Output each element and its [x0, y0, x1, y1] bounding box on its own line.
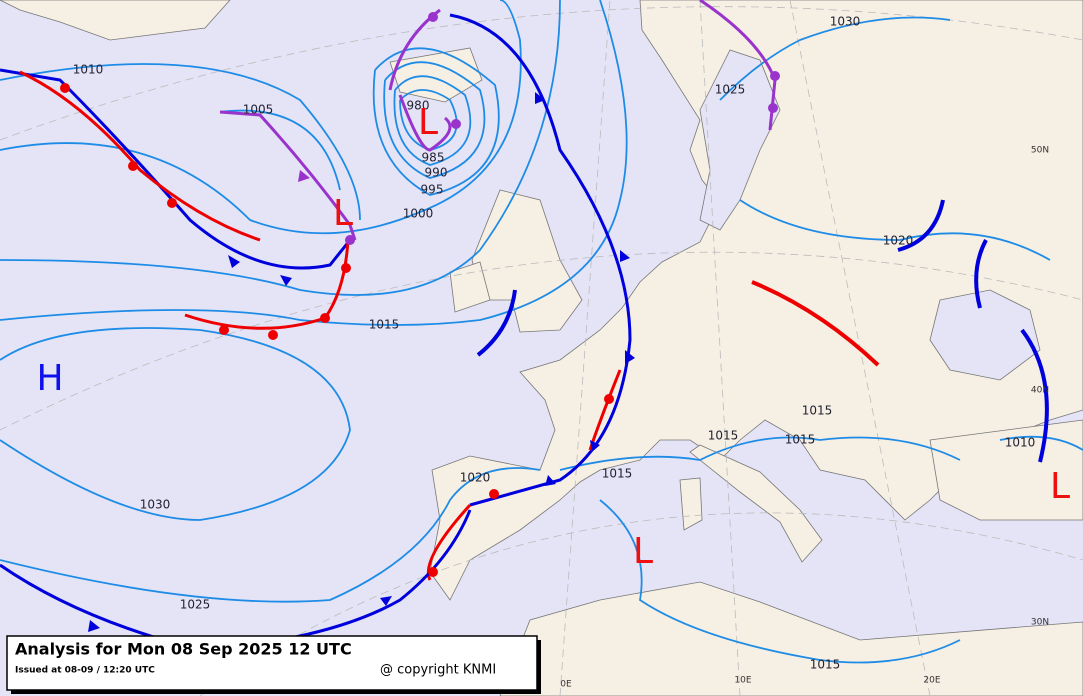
isobar-label: 1015	[369, 318, 400, 332]
latitude-label: 50N	[1031, 146, 1049, 156]
isobar-label: 1015	[602, 467, 633, 481]
caption-title: Analysis for Mon 08 Sep 2025 12 UTC	[15, 640, 352, 659]
isobar-label: 995	[421, 183, 444, 197]
isobar-label: 980	[407, 99, 430, 113]
low-center: L	[418, 102, 438, 143]
longitude-label: 10E	[734, 676, 751, 686]
graticule-labels: 50N 40N 30N 0E 10E 20E	[560, 146, 1049, 690]
isobar-label: 1020	[883, 234, 914, 248]
isobar-label: 1015	[785, 433, 816, 447]
fronts	[0, 0, 1049, 652]
isobar-label: 1010	[73, 63, 104, 77]
caption-issued: Issued at 08-09 / 12:20 UTC	[15, 666, 155, 676]
low-center: L	[633, 531, 653, 572]
isobar-label: 985	[422, 151, 445, 165]
isobar-label: 1020	[460, 471, 491, 485]
longitude-label: 20E	[923, 676, 940, 686]
isobar-label: 1030	[830, 15, 861, 29]
high-center: H	[36, 358, 63, 399]
low-center: L	[1050, 466, 1070, 507]
isobar-label: 1015	[810, 658, 841, 672]
isobar-label: 990	[425, 166, 448, 180]
isobar-label: 1000	[403, 207, 434, 221]
isobar-labels: 1010 1005 980 985 990 995 1000 1015 1030…	[73, 15, 1036, 672]
latitude-label: 40N	[1031, 386, 1049, 396]
isobar-label: 1015	[708, 429, 739, 443]
isobar-label: 1025	[715, 83, 746, 97]
pressure-centers: H L L L L	[36, 102, 1070, 572]
isobar-label: 1025	[180, 598, 211, 612]
isobar-label: 1005	[243, 103, 274, 117]
caption-copyright: @ copyright KNMI	[380, 663, 496, 678]
isobar-label: 1010	[1005, 436, 1036, 450]
isobars	[0, 0, 1083, 664]
isobar-label: 1030	[140, 498, 171, 512]
longitude-label: 0E	[560, 680, 572, 690]
isobar-label: 1015	[802, 404, 833, 418]
low-center: L	[333, 193, 353, 234]
latitude-label: 30N	[1031, 618, 1049, 628]
caption-box: Analysis for Mon 08 Sep 2025 12 UTC Issu…	[6, 635, 541, 694]
